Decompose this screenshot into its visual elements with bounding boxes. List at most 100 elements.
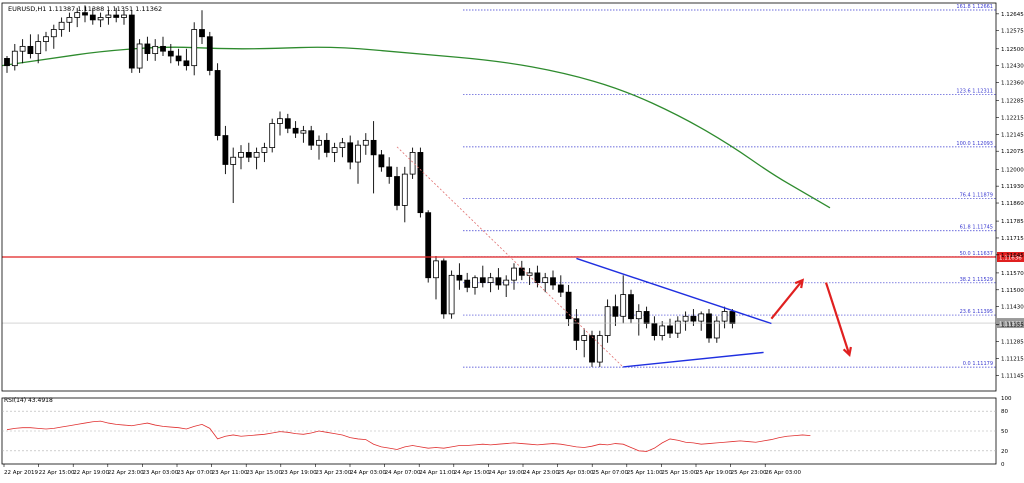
candle-bull <box>674 320 681 334</box>
x-tick-label: 23 Apr 15:00 <box>246 470 282 476</box>
candle-bull <box>97 17 104 21</box>
lower-trendline <box>623 351 764 368</box>
y-tick-label: 1.12075 <box>1001 149 1024 155</box>
fib-level-label: 76.4 1.11879 <box>960 192 993 198</box>
rsi-tick-label: 20 <box>1001 449 1008 455</box>
x-tick-label: 25 Apr 11:00 <box>627 470 663 476</box>
fibonacci-layer: 161.8 1.12661 123.6 1.12311 100.0 1.12093 7… <box>463 4 996 368</box>
candle-bear <box>550 277 556 286</box>
candle-bear <box>160 45 166 52</box>
resistance-price-tag <box>997 252 1024 263</box>
x-tick-label: 25 Apr 15:00 <box>661 470 697 476</box>
y-tick-label: 1.11355 <box>1001 323 1024 329</box>
y-tick-label: 1.11860 <box>1001 201 1024 207</box>
x-tick-label: 26 Apr 03:00 <box>765 470 801 476</box>
candle-bull <box>581 335 588 341</box>
candle-bear <box>690 315 697 322</box>
y-tick-label: 1.12215 <box>1001 115 1024 121</box>
candle-bull <box>339 142 346 148</box>
candle-bull <box>269 123 276 148</box>
fib-level-label: 50.0 1.11637 <box>960 251 993 257</box>
fib-level-label: 161.8 1.12661 <box>956 4 993 10</box>
candle-bear <box>199 29 205 38</box>
x-tick-label: 23 Apr 19:00 <box>281 470 317 476</box>
candle-bear <box>82 12 88 16</box>
y-tick-label: 1.11570 <box>1001 271 1024 277</box>
candle-bear <box>628 294 634 320</box>
candle-bull <box>19 45 26 52</box>
moving-average-line <box>1 46 831 209</box>
y-tick-label: 1.12285 <box>1001 99 1024 105</box>
candle-bear <box>214 70 221 136</box>
candle-bull <box>277 118 283 124</box>
candle-bull <box>472 277 478 288</box>
candle-bear <box>464 279 471 288</box>
candle-bull <box>152 45 159 55</box>
y-tick-label: 1.12500 <box>1001 47 1024 53</box>
current-price-label: 1.11362 <box>999 322 1022 328</box>
candle-bear <box>89 14 96 21</box>
candle-bull <box>511 267 517 281</box>
y-tick-label: 1.11715 <box>1001 236 1024 242</box>
candle-bull <box>596 335 603 363</box>
candle-bear <box>667 325 673 334</box>
candle-bull <box>682 315 689 322</box>
fib-level-label: 38.2 1.11529 <box>960 277 993 283</box>
x-tick-label: 25 Apr 23:00 <box>731 470 767 476</box>
candle-bear <box>643 311 650 324</box>
candle-bull <box>659 325 666 336</box>
candle-bear <box>565 291 572 320</box>
candle-bear <box>394 176 400 206</box>
x-tick-label: 25 Apr 07:00 <box>592 470 628 476</box>
candle-bear <box>292 127 299 134</box>
x-tick-label: 24 Apr 15:00 <box>454 470 490 476</box>
fib-level-label: 23.6 1.11395 <box>960 309 993 315</box>
candle-bull <box>238 152 244 158</box>
candle-bull <box>713 320 720 339</box>
candle-bear <box>206 36 213 71</box>
y-tick-label: 1.11645 <box>1001 253 1024 259</box>
x-tick-label: 22 Apr 19:00 <box>73 470 109 476</box>
fib-level-label: 123.6 1.12311 <box>956 88 993 94</box>
candle-bear <box>589 335 595 363</box>
candle-bear <box>440 260 447 315</box>
y-tick-label: 1.11145 <box>1001 373 1024 379</box>
candle-bull <box>230 156 237 165</box>
candle-bull <box>721 311 728 322</box>
candle-bull <box>11 50 18 67</box>
x-tick-label: 23 Apr 23:00 <box>315 470 351 476</box>
x-tick-label: 23 Apr 11:00 <box>212 470 248 476</box>
rsi-layer: 100 80 50 20 0 <box>2 396 1012 468</box>
candle-bull <box>448 274 455 315</box>
arrow-down-head <box>842 346 852 358</box>
main-chart-title: EURUSD,H1 1.11387 1.11388 1.11351 1.1136… <box>8 5 162 13</box>
x-tick-label: 22 Apr 2019 <box>4 470 39 476</box>
y-tick-label: 1.12645 <box>1001 12 1024 18</box>
current-price-tag <box>997 318 1024 329</box>
candle-bull <box>300 130 307 134</box>
x-tick-label: 24 Apr 03:00 <box>350 470 386 476</box>
rsi-tick-label: 80 <box>1001 409 1008 415</box>
candle-bull <box>698 313 705 322</box>
x-tick-label: 25 Apr 19:00 <box>696 470 732 476</box>
y-tick-label: 1.11930 <box>1001 184 1024 190</box>
candle-bear <box>479 277 486 283</box>
candle-bull <box>66 17 73 23</box>
candle-bear <box>175 55 182 62</box>
candle-bear <box>378 154 385 168</box>
candle-bear <box>4 58 10 67</box>
candle-bull <box>43 36 49 42</box>
y-tick-label: 1.11785 <box>1001 219 1024 225</box>
candle-bull <box>409 152 416 175</box>
candle-bear <box>144 43 151 55</box>
candle-bear <box>128 14 135 69</box>
candle-bull <box>362 139 369 146</box>
y-tick-label: 1.11500 <box>1001 288 1024 294</box>
candle-bull <box>604 306 611 336</box>
candle-bear <box>425 212 432 279</box>
candle-bull <box>526 272 533 276</box>
candle-bear <box>245 152 252 158</box>
arrow-down-shaft <box>824 282 851 356</box>
